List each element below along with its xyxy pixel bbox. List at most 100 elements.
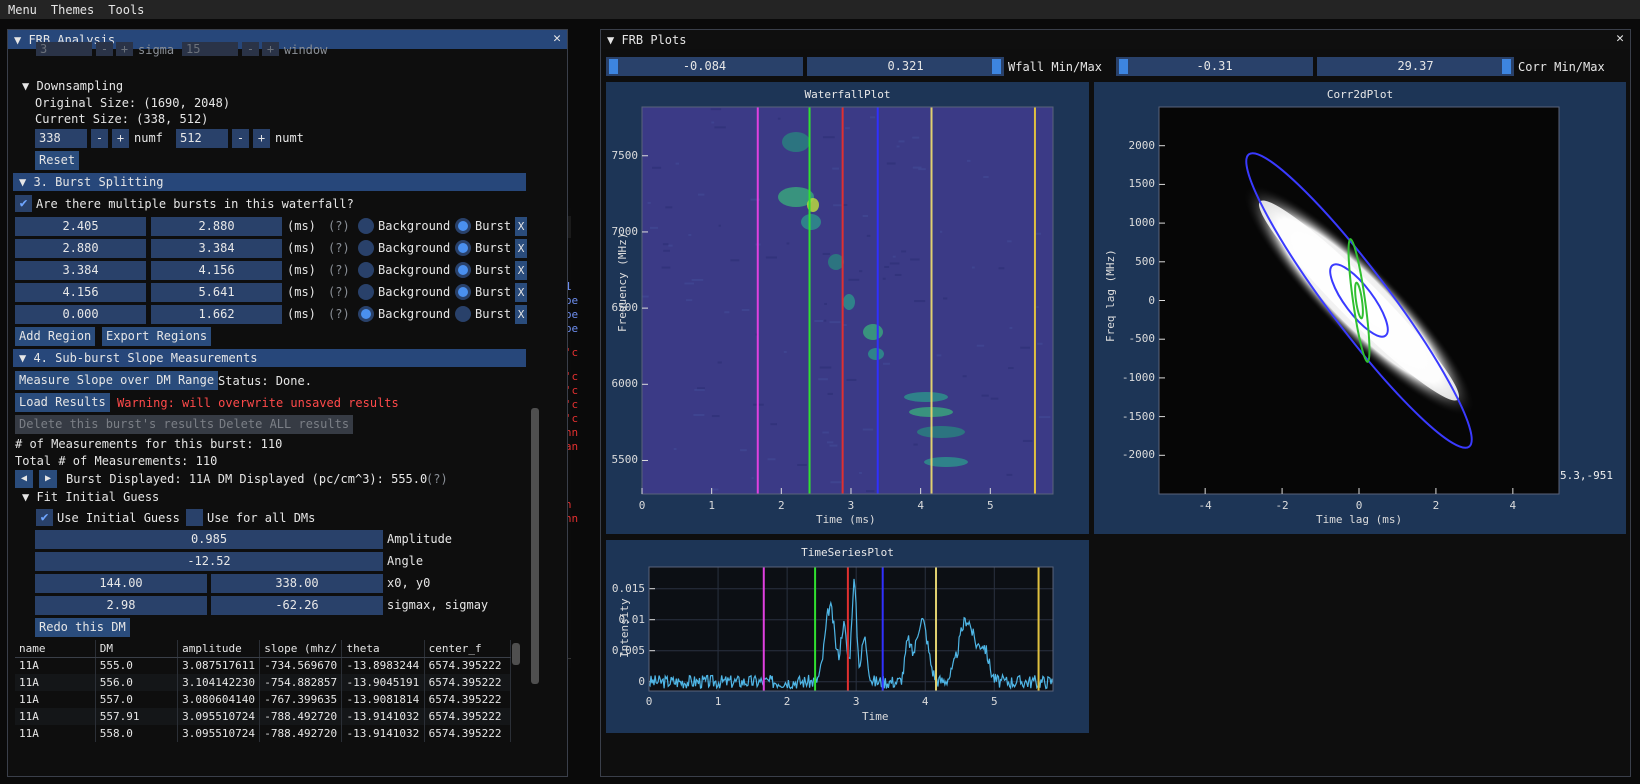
region-start-input[interactable]: 0.000 [15,305,146,324]
burst-radio[interactable] [455,284,471,300]
window-scrollbar-thumb[interactable] [531,408,539,684]
numt-minus-button[interactable]: - [232,129,249,148]
menu-item-themes[interactable]: Themes [50,2,95,17]
window-input[interactable]: 15 [182,42,238,56]
menu-item-menu[interactable]: Menu [8,2,37,17]
sigma-plus-button[interactable]: + [116,42,133,56]
region-help-icon[interactable]: (?) [328,307,350,321]
slope-header[interactable]: ▼ 4. Sub-burst Slope Measurements [13,349,526,367]
collapse-arrow-icon[interactable]: ▼ [14,32,29,47]
background-radio[interactable] [358,262,374,278]
region-end-input[interactable]: 1.662 [151,305,282,324]
corr-max-slider[interactable]: 29.37 [1317,57,1514,76]
reset-button[interactable]: Reset [35,151,80,170]
table-scrollbar[interactable] [511,640,521,770]
plots-titlebar[interactable]: ▼ FRB Plots ✕ [601,30,1630,49]
delete-burst-results-button[interactable]: Delete this burst's results [15,415,219,434]
angle-input[interactable]: -12.52 [35,552,383,571]
timeseries-plot-svg[interactable] [606,540,1089,733]
corr2d-plot-panel[interactable]: Corr2dPlot Freq lag (MHz) Time lag (ms) … [1094,82,1626,534]
delete-region-icon[interactable]: X [515,217,527,236]
numf-input[interactable]: 338 [35,129,87,148]
redo-dm-button[interactable]: Redo this DM [35,618,130,637]
wfall-max-grab[interactable] [992,59,1001,74]
region-help-icon[interactable]: (?) [328,263,350,277]
measure-slope-button[interactable]: Measure Slope over DM Range [15,371,219,390]
background-radio[interactable] [358,284,374,300]
amplitude-input[interactable]: 0.985 [35,530,383,549]
close-icon[interactable]: ✕ [1616,31,1624,46]
sigma-input[interactable]: 3 [36,42,92,56]
analysis-titlebar[interactable]: ▼ FRB Analysis ✕ [8,30,567,49]
use-all-dms-checkbox[interactable]: ✔ [186,509,203,526]
burst-radio[interactable] [455,262,471,278]
region-end-input[interactable]: 2.880 [151,217,282,236]
numt-plus-button[interactable]: + [253,129,270,148]
wfall-max-slider[interactable]: 0.321 [807,57,1004,76]
close-icon[interactable]: ✕ [553,31,561,46]
table-scrollbar-thumb[interactable] [512,643,520,665]
burst-splitting-header[interactable]: ▼ 3. Burst Splitting [13,173,526,191]
table-column-header[interactable]: amplitude [177,640,261,658]
numf-minus-button[interactable]: - [91,129,108,148]
corr2d-plot-svg[interactable] [1094,82,1626,534]
sigma-minus-button[interactable]: - [96,42,113,56]
delete-region-icon[interactable]: X [515,261,527,280]
region-help-icon[interactable]: (?) [328,219,350,233]
delete-region-icon[interactable]: X [515,305,527,324]
table-column-header[interactable]: center_f [424,640,511,658]
table-row[interactable]: 11A 558.0 3.095510724 -788.492720 -13.914103… [15,725,511,742]
table-row[interactable]: 11A 556.0 3.104142230 -754.882857 -13.904519… [15,674,511,691]
downsampling-tree-node[interactable]: ▼ Downsampling [22,79,123,93]
table-column-header[interactable]: DM [95,640,179,658]
background-radio[interactable] [358,218,374,234]
numt-input[interactable]: 512 [176,129,228,148]
load-results-button[interactable]: Load Results [15,393,110,412]
next-burst-icon[interactable]: ▶ [39,470,57,488]
waterfall-plot-panel[interactable]: WaterfallPlot Frequency (MHz) Time (ms) … [606,82,1089,534]
table-column-header[interactable]: slope (mhz/ [259,640,343,658]
delete-region-icon[interactable]: X [515,283,527,302]
wfall-min-grab[interactable] [609,59,618,74]
burst-radio[interactable] [455,306,471,322]
background-radio[interactable] [358,240,374,256]
region-start-input[interactable]: 3.384 [15,261,146,280]
x0-input[interactable]: 144.00 [35,574,207,593]
sigmax-input[interactable]: 2.98 [35,596,207,615]
window-scrollbar[interactable] [530,50,540,772]
collapse-arrow-icon[interactable]: ▼ [607,32,622,47]
background-radio[interactable] [358,306,374,322]
add-region-button[interactable]: Add Region [15,327,96,346]
burst-radio[interactable] [455,240,471,256]
region-start-input[interactable]: 4.156 [15,283,146,302]
corr-min-grab[interactable] [1119,59,1128,74]
corr-max-grab[interactable] [1502,59,1511,74]
numf-plus-button[interactable]: + [112,129,129,148]
region-start-input[interactable]: 2.880 [15,239,146,258]
dm-help-icon[interactable]: (?) [426,472,448,486]
corr-min-slider[interactable]: -0.31 [1116,57,1313,76]
burst-radio[interactable] [455,218,471,234]
y0-input[interactable]: 338.00 [211,574,383,593]
waterfall-plot-svg[interactable] [606,82,1089,534]
use-initial-guess-checkbox[interactable]: ✔ [36,509,53,526]
table-column-header[interactable]: theta [341,640,425,658]
delete-region-icon[interactable]: X [515,239,527,258]
export-regions-button[interactable]: Export Regions [102,327,212,346]
table-row[interactable]: 11A 557.91 3.095510724 -788.492720 -13.91410… [15,708,511,725]
table-column-header[interactable]: name [15,640,96,658]
sigmay-input[interactable]: -62.26 [211,596,383,615]
region-help-icon[interactable]: (?) [328,285,350,299]
menu-item-tools[interactable]: Tools [108,2,145,17]
window-minus-button[interactable]: - [242,42,259,56]
region-end-input[interactable]: 5.641 [151,283,282,302]
delete-all-results-button[interactable]: Delete ALL results [215,415,354,434]
prev-burst-icon[interactable]: ◀ [15,470,33,488]
table-row[interactable]: 11A 555.0 3.087517611 -734.569670 -13.898324… [15,657,511,674]
region-help-icon[interactable]: (?) [328,241,350,255]
region-end-input[interactable]: 4.156 [151,261,282,280]
table-row[interactable]: 11A 557.0 3.080604140 -767.399635 -13.908181… [15,691,511,708]
window-plus-button[interactable]: + [262,42,279,56]
multiple-bursts-checkbox[interactable]: ✔ [15,195,32,212]
